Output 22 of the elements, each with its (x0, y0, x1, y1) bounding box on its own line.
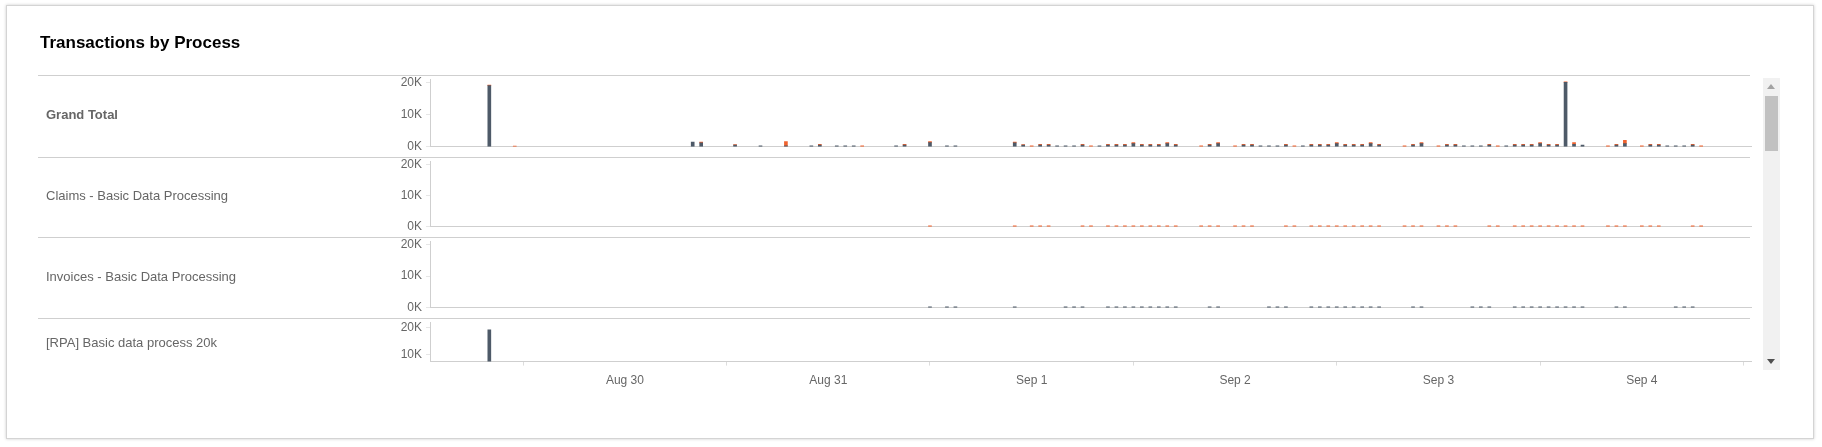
text: Transactions by Process (40, 33, 241, 53)
y-tick-label: 20K (400, 156, 422, 171)
y-axis-title: Invoices - Basic Data Processing (46, 268, 237, 284)
x-tick-label: Aug 31 (809, 373, 848, 388)
y-tick-label: 10K (400, 347, 422, 362)
y-axis-title: [RPA] Basic data process 20k (46, 335, 218, 350)
x-tick-label: Aug 30 (605, 373, 645, 388)
y-tick-label: 0K (407, 219, 422, 234)
y-axis-title: Claims - Basic Data Processing (46, 188, 229, 203)
x-tick-label: Sep 1 (1016, 373, 1048, 388)
y-tick-label: 10K (400, 106, 422, 121)
y-tick-label: 20K (400, 236, 422, 251)
y-tick-label: 20K (400, 74, 422, 89)
y-axis-title: Grand Total (46, 107, 118, 122)
y-tick-label: 10K (400, 268, 422, 283)
x-tick-label: Sep 2 (1219, 373, 1252, 388)
y-tick-label: 10K (400, 187, 422, 202)
x-tick-label: Sep 4 (1626, 373, 1658, 388)
y-tick-label: 0K (407, 139, 422, 154)
x-tick-label: Sep 3 (1422, 373, 1455, 388)
y-tick-label: 0K (407, 300, 422, 315)
y-tick-label: 20K (400, 319, 422, 334)
